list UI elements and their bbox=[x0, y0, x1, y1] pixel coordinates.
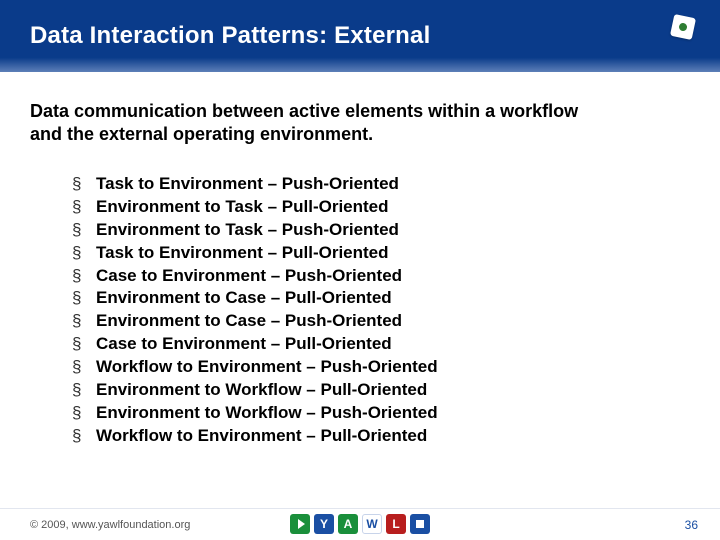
list-item: Workflow to Environment – Push-Oriented bbox=[72, 356, 690, 379]
slide-title: Data Interaction Patterns: External bbox=[30, 22, 720, 50]
list-item: Case to Environment – Push-Oriented bbox=[72, 265, 690, 288]
slide-body: Data communication between active elemen… bbox=[30, 100, 690, 448]
yawl-logo: Y A W L bbox=[290, 514, 430, 534]
copyright-text: © 2009, www.yawlfoundation.org bbox=[0, 519, 190, 531]
lead-paragraph: Data communication between active elemen… bbox=[30, 100, 590, 147]
list-item: Environment to Case – Pull-Oriented bbox=[72, 287, 690, 310]
title-bar: Data Interaction Patterns: External bbox=[0, 0, 720, 72]
yawl-letter: Y bbox=[314, 514, 334, 534]
list-item: Environment to Workflow – Pull-Oriented bbox=[72, 379, 690, 402]
yawl-letter: L bbox=[386, 514, 406, 534]
list-item: Environment to Task – Pull-Oriented bbox=[72, 196, 690, 219]
list-item: Environment to Workflow – Push-Oriented bbox=[72, 402, 690, 425]
list-item: Workflow to Environment – Pull-Oriented bbox=[72, 425, 690, 448]
yawl-letter: W bbox=[362, 514, 382, 534]
corner-logo bbox=[672, 16, 698, 42]
list-item: Task to Environment – Push-Oriented bbox=[72, 173, 690, 196]
list-item: Task to Environment – Pull-Oriented bbox=[72, 242, 690, 265]
yawl-letter: A bbox=[338, 514, 358, 534]
list-item: Environment to Task – Push-Oriented bbox=[72, 219, 690, 242]
play-icon bbox=[290, 514, 310, 534]
list-item: Case to Environment – Pull-Oriented bbox=[72, 333, 690, 356]
footer: © 2009, www.yawlfoundation.org Y A W L 3… bbox=[0, 508, 720, 540]
bullet-list: Task to Environment – Push-Oriented Envi… bbox=[72, 173, 690, 448]
stop-icon bbox=[410, 514, 430, 534]
page-number: 36 bbox=[685, 518, 698, 532]
list-item: Environment to Case – Push-Oriented bbox=[72, 310, 690, 333]
